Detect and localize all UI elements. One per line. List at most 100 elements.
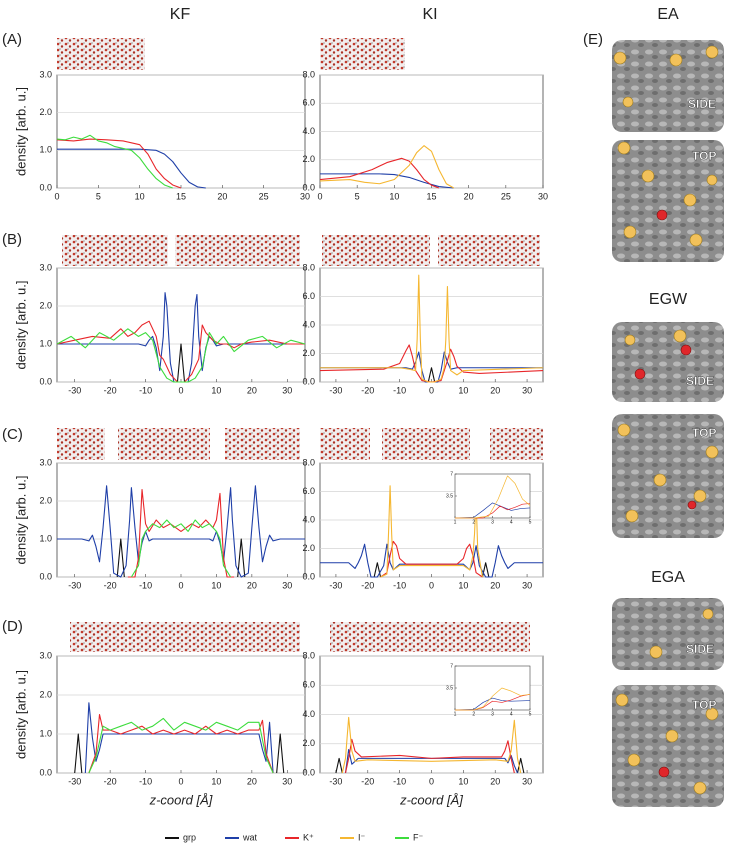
- panel-label: (B): [2, 231, 22, 248]
- x-tick-label: 30: [538, 191, 548, 201]
- series-line: [57, 485, 305, 578]
- x-axis-label: z-coord [Å]: [149, 792, 213, 807]
- plot-area: [56, 462, 306, 578]
- x-tick-label: 25: [259, 191, 269, 201]
- y-tick-label: 0.0: [39, 182, 52, 192]
- legend-label: F⁻: [413, 832, 423, 842]
- x-tick-label: -30: [68, 776, 81, 786]
- series-line: [74, 733, 285, 774]
- y-tick-label: 2.0: [302, 543, 315, 553]
- x-tick-label: 20: [490, 385, 500, 395]
- series-line: [84, 702, 274, 774]
- x-tick-label: 5: [96, 191, 101, 201]
- series-line: [319, 157, 440, 189]
- x-tick-label: 30: [282, 776, 292, 786]
- series-line: [88, 717, 274, 774]
- series-line: [427, 367, 436, 383]
- series-line: [56, 134, 173, 189]
- snapshot: [320, 38, 405, 70]
- y-tick-label: 1.0: [39, 728, 52, 738]
- y-tick-label: 2.0: [39, 107, 52, 117]
- y-tick-label: 2.0: [39, 689, 52, 699]
- y-tick-label: 3.0: [39, 262, 52, 272]
- x-tick-label: -30: [68, 385, 81, 395]
- y-tick-label: 0.0: [39, 767, 52, 777]
- x-tick-label: 10: [458, 580, 468, 590]
- x-tick-label: -30: [68, 580, 81, 590]
- panel-label: (E): [583, 31, 603, 48]
- x-tick-label: -20: [361, 385, 374, 395]
- x-tick-label: 10: [458, 776, 468, 786]
- x-tick-label: -10: [393, 776, 406, 786]
- x-tick-label: -20: [104, 580, 117, 590]
- snapshot: [57, 428, 105, 460]
- y-tick-label: 0.0: [302, 376, 315, 386]
- y-tick-label: 6.0: [302, 486, 315, 496]
- series-line: [56, 138, 182, 189]
- series-line: [127, 489, 235, 578]
- snapshot: [490, 428, 543, 460]
- x-tick-label: 0: [178, 776, 183, 786]
- view-label: TOP: [692, 426, 716, 440]
- y-axis-label: density [arb. u.]: [13, 670, 28, 759]
- x-tick-label: 4: [510, 519, 513, 525]
- series-line: [319, 145, 455, 189]
- x-tick-label: 1: [454, 711, 457, 717]
- x-tick-label: 10: [211, 580, 221, 590]
- x-tick-label: 20: [464, 191, 474, 201]
- legend-label: I⁻: [358, 832, 366, 842]
- y-tick-label: 4.0: [302, 126, 315, 136]
- x-tick-label: 15: [176, 191, 186, 201]
- e-title: EA: [657, 6, 679, 23]
- x-tick-label: -30: [329, 580, 342, 590]
- series-line: [320, 274, 544, 383]
- y-tick-label: 4.0: [302, 514, 315, 524]
- x-tick-label: -30: [329, 385, 342, 395]
- x-tick-label: 25: [501, 191, 511, 201]
- x-tick-label: -10: [139, 580, 152, 590]
- plot-area: [454, 473, 531, 519]
- y-tick-label: 2.0: [302, 738, 315, 748]
- y-tick-label: 4.0: [302, 709, 315, 719]
- view-label: TOP: [692, 698, 716, 712]
- x-tick-label: 5: [529, 519, 532, 525]
- x-tick-label: 30: [282, 385, 292, 395]
- x-tick-label: 20: [490, 580, 500, 590]
- x-tick-label: -10: [139, 776, 152, 786]
- x-tick-label: 15: [426, 191, 436, 201]
- y-tick-label: 8.0: [302, 650, 315, 660]
- x-tick-label: 0: [429, 580, 434, 590]
- surface-image: [612, 40, 724, 132]
- series-line: [454, 502, 531, 519]
- column-title: KF: [170, 6, 191, 23]
- y-tick-label: 0.0: [302, 182, 315, 192]
- y-tick-label: 8.0: [302, 457, 315, 467]
- series-line: [130, 519, 232, 578]
- x-tick-label: 0: [54, 191, 59, 201]
- plot-area: [454, 665, 531, 711]
- surface-image: [612, 685, 724, 807]
- snapshot: [70, 622, 300, 652]
- y-tick-label: 7: [450, 471, 453, 477]
- series-line: [88, 713, 274, 774]
- x-tick-label: 0: [429, 776, 434, 786]
- x-tick-label: 30: [522, 385, 532, 395]
- y-axis-label: density [arb. u.]: [13, 476, 28, 565]
- snapshot: [382, 428, 470, 460]
- y-tick-label: 6.0: [302, 98, 315, 108]
- cation-balls: [634, 209, 697, 778]
- x-tick-label: 0: [178, 580, 183, 590]
- y-tick-label: 1.0: [39, 145, 52, 155]
- x-tick-label: 0: [317, 191, 322, 201]
- series-line: [380, 540, 483, 578]
- y-tick-label: 7: [450, 663, 453, 669]
- x-tick-label: 30: [522, 776, 532, 786]
- legend-label: wat: [242, 832, 258, 842]
- x-tick-label: -20: [104, 776, 117, 786]
- surface-image: [612, 322, 724, 402]
- view-label: TOP: [692, 149, 716, 163]
- y-tick-label: 3.0: [39, 457, 52, 467]
- panel-label: (D): [2, 618, 23, 635]
- y-tick-label: 8.0: [302, 262, 315, 272]
